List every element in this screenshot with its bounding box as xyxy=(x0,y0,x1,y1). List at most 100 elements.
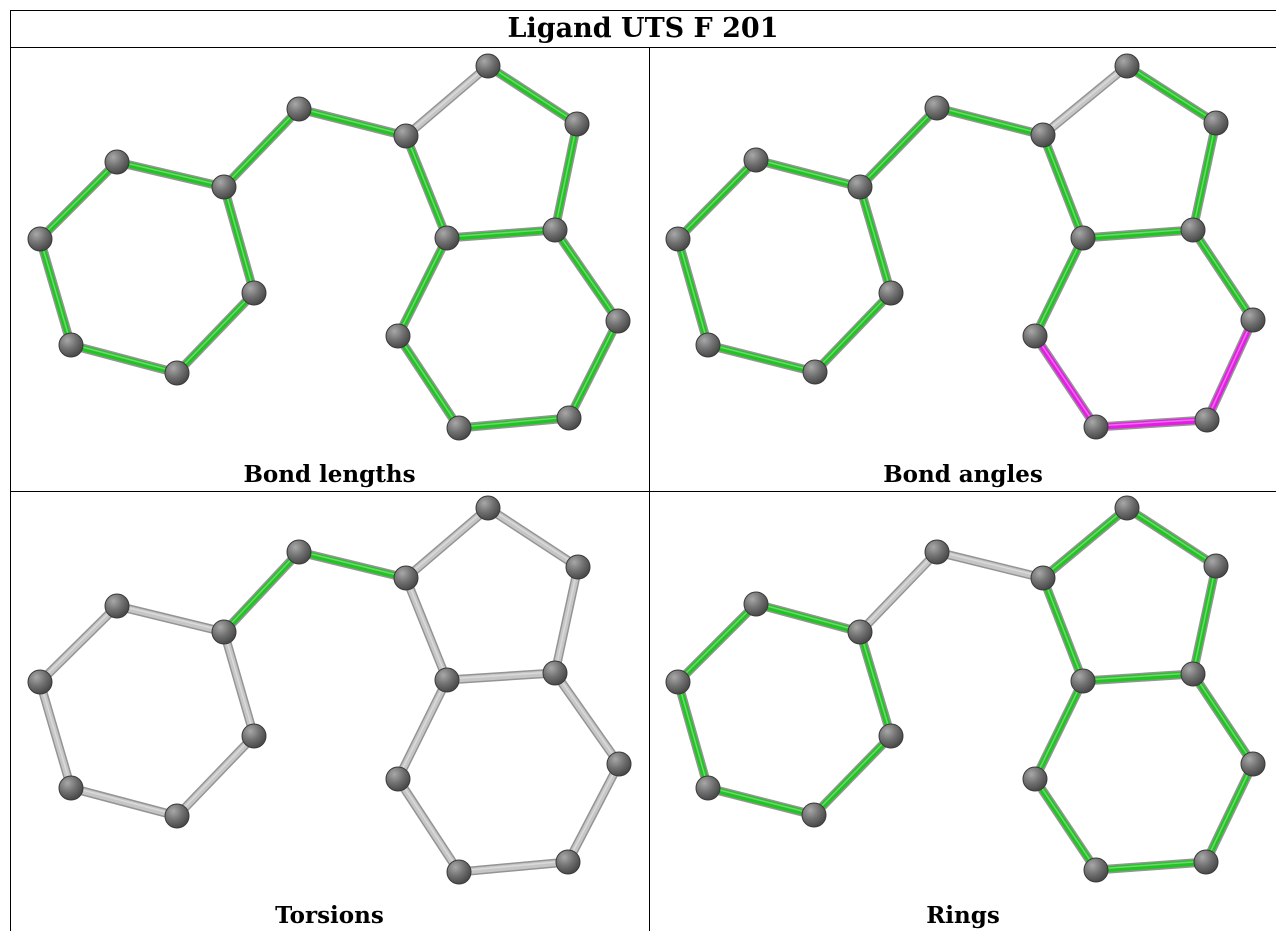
atom-indane-c6 xyxy=(1083,857,1109,883)
bond-indane-c7a-indane-c7 xyxy=(393,233,452,341)
bond-benzene-c2-benzene-c3 xyxy=(112,157,229,192)
caption-bond-angles: Bond angles xyxy=(883,461,1043,488)
atom-benzene-c5 xyxy=(164,803,190,829)
atom-benzene-c6 xyxy=(695,332,721,358)
bond-indane-c5-indane-c4 xyxy=(1201,759,1258,867)
bond-indane-c3-indane-c3a xyxy=(550,119,582,235)
atom-linker-c xyxy=(924,539,950,565)
bond-benzene-c3-linker-c xyxy=(855,547,942,637)
bond-benzene-c5-benzene-c6 xyxy=(703,340,820,377)
panel-bond-lengths: Bond lengths xyxy=(10,49,649,491)
atom-indane-c7 xyxy=(1022,323,1048,349)
bond-indane-c1-indane-c7a xyxy=(1038,573,1088,686)
bond-benzene-c1-benzene-c2 xyxy=(673,599,761,687)
bond-indane-c7a-indane-c3a xyxy=(1078,669,1198,686)
bond-indane-c6-indane-c5 xyxy=(1091,857,1211,875)
bond-indane-c2-indane-c3 xyxy=(1122,503,1221,571)
bond-indane-c1-indane-c2 xyxy=(401,503,493,583)
atom-benzene-c1 xyxy=(665,669,691,695)
atom-indane-c7 xyxy=(385,323,411,349)
bond-benzene-c2-benzene-c3 xyxy=(112,601,229,637)
bond-benzene-c4-benzene-c5 xyxy=(172,731,259,821)
bond-indane-c5-indane-c4 xyxy=(563,759,624,867)
atom-benzene-c2 xyxy=(104,593,130,619)
bond-benzene-c1-benzene-c2 xyxy=(35,601,122,687)
bond-indane-c7-indane-c6 xyxy=(393,331,464,433)
bond-indane-c4-indane-c3a xyxy=(550,668,624,769)
bond-indane-c1-indane-c2 xyxy=(1038,503,1132,583)
molecule-rings xyxy=(665,495,1266,883)
atom-indane-c1 xyxy=(1030,565,1056,591)
atom-indane-c3a xyxy=(542,660,568,686)
bond-indane-c6-indane-c5 xyxy=(454,413,574,433)
bond-indane-c6-indane-c5 xyxy=(454,857,573,877)
atom-indane-c6 xyxy=(446,859,472,885)
atom-benzene-c6 xyxy=(58,775,84,801)
bond-indane-c7-indane-c6 xyxy=(393,774,464,877)
panel-rings: Rings xyxy=(650,492,1276,931)
atom-indane-c1 xyxy=(1030,122,1056,148)
bond-indane-c4-indane-c3a xyxy=(1188,669,1258,769)
bond-benzene-c4-benzene-c5 xyxy=(172,288,259,378)
atom-indane-c6 xyxy=(1083,414,1109,440)
atom-linker-c xyxy=(286,96,312,122)
bond-indane-c2-indane-c3 xyxy=(483,503,583,572)
atom-indane-c4 xyxy=(1240,307,1266,333)
bond-indane-c1-indane-c2 xyxy=(401,61,493,141)
atom-indane-c7a xyxy=(434,667,460,693)
bond-indane-c1-indane-c7a xyxy=(401,131,452,243)
bond-indane-c3-indane-c3a xyxy=(1188,118,1221,235)
atom-indane-c3a xyxy=(542,217,568,243)
bond-indane-c7a-indane-c3a xyxy=(442,225,560,243)
bond-indane-c7a-indane-c7 xyxy=(1030,676,1088,784)
atom-indane-c2 xyxy=(475,53,501,79)
atom-indane-c1 xyxy=(393,565,419,591)
bond-benzene-c1-benzene-c2 xyxy=(673,155,761,244)
molecule-bond-angles xyxy=(665,53,1266,440)
atom-benzene-c5 xyxy=(802,359,828,385)
panel-divider-vertical xyxy=(649,48,650,931)
panel-bond-angles: Bond angles xyxy=(650,49,1276,491)
bond-indane-c2-indane-c3 xyxy=(483,61,582,129)
atom-benzene-c4 xyxy=(241,280,267,306)
bond-indane-c1-indane-c2 xyxy=(1038,61,1132,140)
atom-linker-c xyxy=(924,95,950,121)
bond-benzene-c2-benzene-c3 xyxy=(751,599,865,637)
bond-indane-c1-indane-c7a xyxy=(401,573,452,685)
atom-benzene-c3 xyxy=(211,174,237,200)
atom-indane-c3 xyxy=(565,554,591,580)
atom-indane-c2 xyxy=(475,495,501,521)
molecule-torsions xyxy=(27,495,632,885)
bond-benzene-c3-benzene-c4 xyxy=(855,182,896,298)
bond-indane-c7a-indane-c7 xyxy=(393,675,452,784)
bond-indane-c2-indane-c3 xyxy=(1122,61,1221,128)
bond-linker-c-indane-c1 xyxy=(932,103,1048,140)
bond-linker-c-indane-c1 xyxy=(932,547,1048,583)
bond-indane-c1-indane-c7a xyxy=(1038,130,1088,243)
atom-indane-c7 xyxy=(385,766,411,792)
bond-benzene-c6-benzene-c1 xyxy=(35,677,76,793)
bond-benzene-c6-benzene-c1 xyxy=(35,234,76,350)
figure-title: Ligand UTS F 201 xyxy=(10,10,1276,48)
atom-indane-c3 xyxy=(1203,110,1229,136)
atom-indane-c3 xyxy=(564,111,590,137)
bond-benzene-c6-benzene-c1 xyxy=(673,234,713,350)
bond-benzene-c5-benzene-c6 xyxy=(66,340,182,378)
bond-benzene-c1-benzene-c2 xyxy=(35,157,122,244)
bond-indane-c7-indane-c6 xyxy=(1030,331,1101,432)
caption-bond-lengths: Bond lengths xyxy=(243,461,416,488)
bond-benzene-c3-benzene-c4 xyxy=(219,627,259,741)
atom-benzene-c6 xyxy=(58,332,84,358)
bond-benzene-c2-benzene-c3 xyxy=(751,155,865,192)
bond-indane-c5-indane-c4 xyxy=(564,316,623,423)
atom-indane-c5 xyxy=(555,849,581,875)
atom-benzene-c1 xyxy=(27,226,53,252)
atom-indane-c4 xyxy=(606,751,632,777)
bond-indane-c6-indane-c5 xyxy=(1091,415,1212,432)
atom-benzene-c3 xyxy=(211,619,237,645)
caption-torsions: Torsions xyxy=(275,902,384,929)
bond-indane-c7a-indane-c3a xyxy=(1078,225,1198,243)
atom-indane-c7a xyxy=(1070,225,1096,251)
atom-benzene-c4 xyxy=(878,280,904,306)
atom-indane-c5 xyxy=(556,405,582,431)
